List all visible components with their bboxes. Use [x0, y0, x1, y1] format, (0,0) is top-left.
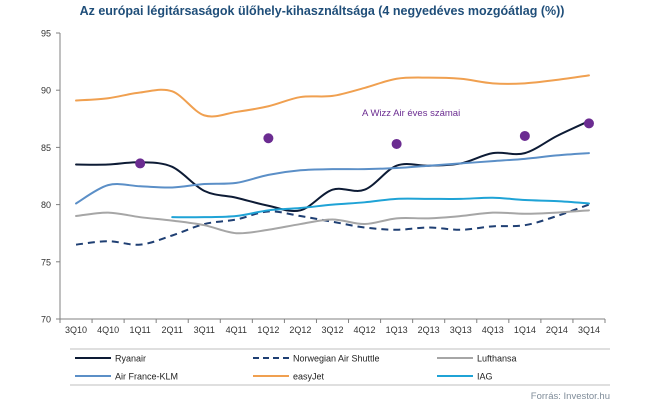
wizz-air-marker: [391, 138, 402, 149]
legend-label-easyjet: easyJet: [293, 372, 325, 382]
wizz-air-markers: [135, 118, 594, 169]
x-tick-label: 1Q14: [514, 325, 536, 335]
legend-label-lufthansa: Lufthansa: [477, 354, 517, 364]
legend-label-ryanair: Ryanair: [115, 354, 146, 364]
x-tick-label: 4Q11: [226, 325, 247, 335]
series-line-ryanair: [75, 120, 590, 213]
x-tick-label: 1Q11: [129, 325, 150, 335]
x-tick-label: 1Q12: [257, 325, 279, 335]
series-line-air-france-klm: [75, 152, 590, 205]
series-line-lufthansa: [75, 209, 590, 235]
x-tick-label: 2Q14: [546, 325, 568, 335]
wizz-air-marker: [583, 118, 594, 129]
x-tick-label: 3Q11: [194, 325, 215, 335]
series-layer: [75, 74, 590, 246]
legend-label-iag: IAG: [477, 372, 493, 382]
wizz-air-annotation: A Wizz Air éves számai: [362, 108, 460, 119]
legend: Ryanair Norwegian Air Shuttle Lufthansa Air…: [70, 348, 610, 386]
x-tick-label: 4Q12: [354, 325, 376, 335]
x-tick-label: 3Q12: [321, 325, 343, 335]
x-tick-label: 3Q14: [578, 325, 600, 335]
x-tick-label: 2Q12: [289, 325, 311, 335]
wizz-air-marker: [519, 130, 530, 141]
legend-label-norwegian-air-shuttle: Norwegian Air Shuttle: [293, 354, 380, 364]
x-tick-label: 3Q13: [450, 325, 472, 335]
axes: 70 75 80 85 90 95 3Q10 4Q10 1Q11 2Q11 3Q11 4Q11 1Q12…: [41, 29, 606, 335]
x-tick-label: 2Q13: [418, 325, 440, 335]
y-tick-label: 95: [41, 29, 51, 39]
source-note: Forrás: Investor.hu: [531, 391, 610, 402]
x-tick-label: 3Q10: [65, 325, 87, 335]
x-tick-label: 4Q13: [482, 325, 504, 335]
y-tick-label: 70: [41, 315, 51, 325]
wizz-air-marker: [263, 133, 274, 144]
x-tick-label: 1Q13: [386, 325, 408, 335]
series-line-easyjet: [75, 74, 590, 118]
x-tick-label: 4Q10: [97, 325, 119, 335]
y-tick-label: 80: [41, 200, 51, 210]
chart-title: Az európai légitársaságok ülőhely-kihasz…: [80, 4, 565, 18]
y-tick-label: 75: [41, 257, 51, 267]
series-line-iag: [171, 196, 590, 219]
wizz-air-marker: [135, 158, 146, 169]
legend-label-air-france-klm: Air France-KLM: [115, 372, 178, 382]
y-tick-label: 90: [41, 86, 51, 96]
y-tick-label: 85: [41, 143, 51, 153]
series-line-norwegian-air-shuttle: [75, 203, 590, 246]
x-tick-label: 2Q11: [162, 325, 183, 335]
